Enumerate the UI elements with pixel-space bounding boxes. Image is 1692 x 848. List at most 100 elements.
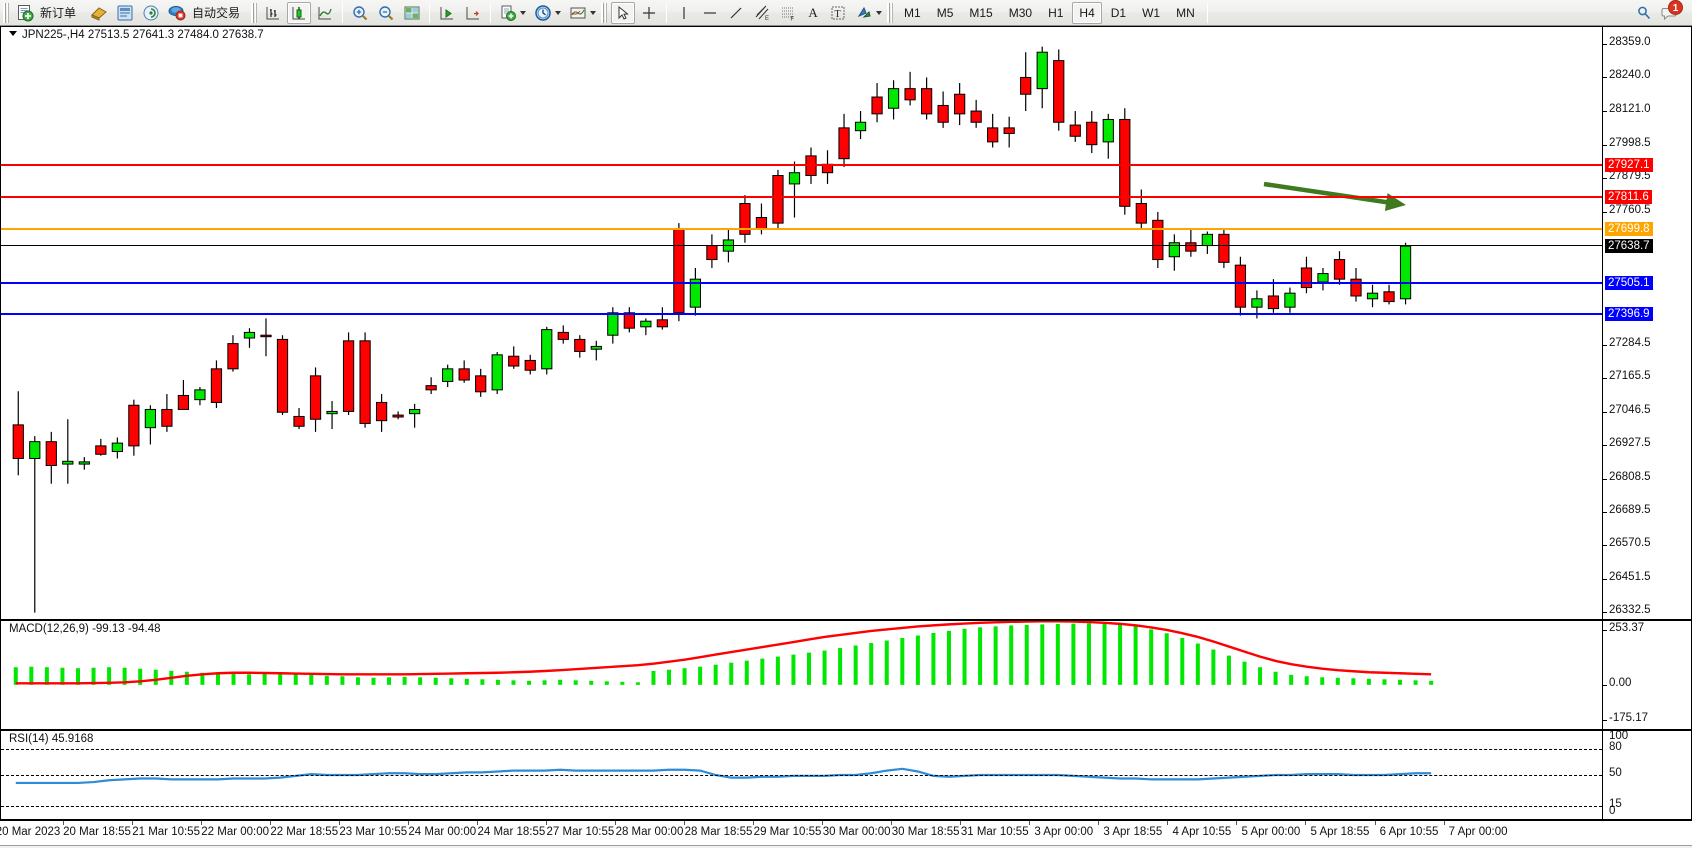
time-separator (1236, 821, 1238, 825)
time-label: 5 Apr 18:55 (1310, 826, 1370, 838)
timeframe-m30[interactable]: M30 (1002, 2, 1039, 24)
trendline-button[interactable] (724, 2, 748, 24)
new-chart-button[interactable] (496, 2, 529, 24)
level-tag-support[interactable]: 27396.9 (1605, 306, 1653, 321)
level-line-current-price[interactable] (1, 244, 1602, 246)
level-tag-pivot[interactable]: 27699.8 (1605, 221, 1653, 236)
chevron-down-icon-2[interactable] (555, 10, 562, 15)
level-tag-support[interactable]: 27505.1 (1605, 276, 1653, 291)
level-line-pivot[interactable] (1, 227, 1602, 230)
main-toolbar: 新订单 (0, 0, 1692, 26)
toolbar-grip[interactable] (3, 2, 9, 23)
new-order-button[interactable]: 新订单 (13, 2, 85, 24)
timeframe-m1-label: M1 (904, 5, 921, 20)
rsi-svg (15, 767, 1432, 785)
new-order-label: 新订单 (40, 5, 77, 20)
time-label: 24 Mar 00:00 (408, 826, 477, 838)
time-label: 23 Mar 10:55 (339, 826, 408, 838)
time-label: 3 Apr 00:00 (1034, 826, 1094, 838)
bar-chart-button[interactable] (261, 2, 285, 24)
toolbar-grip-3[interactable] (601, 2, 608, 23)
timeframe-mn-label: MN (1176, 5, 1195, 20)
text-label-button[interactable]: T (826, 2, 850, 24)
timeframe-h1-label: H1 (1048, 5, 1064, 20)
terminal-icon-button[interactable] (87, 2, 111, 24)
level-line-support[interactable] (1, 282, 1602, 285)
level-tag-resistance[interactable]: 27927.1 (1605, 158, 1653, 173)
arrows-button[interactable] (852, 2, 885, 24)
macd-plot[interactable] (2, 621, 1602, 729)
toolbar-separator-3 (490, 2, 492, 23)
fibonacci-button[interactable]: F (776, 2, 800, 24)
chevron-down-icon-symbol[interactable] (9, 31, 17, 36)
time-label: 20 Mar 2023 (0, 826, 61, 838)
toolbar-grip-2[interactable] (251, 2, 258, 23)
status-bar (0, 846, 1692, 848)
time-label: 3 Apr 18:55 (1103, 826, 1163, 838)
time-label: 22 Mar 00:00 (201, 826, 270, 838)
time-scale[interactable]: 20 Mar 2023 20 Mar 18:55 21 Mar 10:55 22 Ma… (0, 820, 1692, 846)
market-watch-button[interactable] (139, 2, 163, 24)
time-label: 20 Mar 18:55 (63, 826, 131, 838)
timeframe-mn[interactable]: MN (1169, 2, 1202, 24)
time-label: 31 Mar 10:55 (960, 826, 1029, 838)
level-tag-current-price[interactable]: 27638.7 (1605, 238, 1653, 253)
time-separator (200, 821, 202, 825)
macd-pane[interactable]: MACD(12,26,9) -99.13 -94.48 253.37 0.00 -1… (0, 620, 1692, 730)
price-scale[interactable]: 28359.0 28240.0 28121.0 27998.5 27879.5 27760… (1602, 27, 1691, 619)
price-pane[interactable]: JPN225-,H4 27513.5 27641.3 27484.0 27638… (0, 26, 1692, 620)
price-plot[interactable] (2, 27, 1602, 619)
chart-shift-button[interactable] (461, 2, 485, 24)
rsi-pane[interactable]: RSI(14) 45.9168 100 80 50 15 0 (0, 730, 1692, 820)
time-separator (960, 821, 962, 825)
toolbar-separator-1 (342, 2, 344, 23)
level-line-support[interactable] (1, 312, 1602, 315)
crosshair-button[interactable] (637, 2, 661, 24)
rsi-plot[interactable] (2, 731, 1602, 819)
level-tag-resistance[interactable]: 27811.6 (1605, 190, 1652, 205)
time-separator (545, 821, 547, 825)
period-button[interactable] (531, 2, 564, 24)
autotrading-button[interactable]: 自动交易 (165, 2, 249, 24)
vertical-line-button[interactable] (672, 2, 696, 24)
candlestick-chart-button[interactable] (287, 1, 312, 24)
horizontal-line-button[interactable] (698, 2, 722, 24)
timeframe-m5[interactable]: M5 (930, 2, 961, 24)
text-button[interactable]: A (808, 4, 818, 20)
zoom-out-button[interactable] (374, 2, 398, 24)
rsi-scale: 100 80 50 15 0 (1602, 731, 1691, 819)
timeframe-m1[interactable]: M1 (897, 2, 928, 24)
level-line-resistance[interactable] (1, 164, 1602, 167)
cursor-button[interactable] (611, 1, 636, 24)
chevron-down-icon-3[interactable] (590, 10, 597, 15)
time-separator (269, 821, 271, 825)
data-window-button[interactable] (113, 2, 137, 24)
level-line-resistance[interactable] (1, 196, 1602, 199)
auto-scroll-button[interactable] (435, 2, 459, 24)
templates-button[interactable] (566, 2, 599, 24)
equidistant-channel-button[interactable]: E (750, 2, 774, 24)
grid-view-button[interactable] (400, 2, 424, 24)
timeframe-h4[interactable]: H4 (1072, 1, 1102, 24)
time-separator (822, 821, 824, 825)
timeframe-m15-label: M15 (969, 5, 993, 20)
toolbar-spacer (1212, 3, 1631, 23)
toolbar-separator-4 (666, 2, 668, 23)
timeframe-m15[interactable]: M15 (962, 2, 999, 24)
svg-text:E: E (765, 16, 769, 22)
search-button[interactable] (1632, 2, 1656, 24)
chevron-down-icon-4[interactable] (876, 10, 883, 15)
zoom-in-button[interactable] (348, 2, 372, 24)
toolbar-grip-4[interactable] (887, 2, 894, 23)
time-separator (753, 821, 755, 825)
time-separator (1029, 821, 1031, 825)
line-chart-button[interactable] (313, 2, 337, 24)
chevron-down-icon[interactable] (520, 10, 527, 15)
timeframe-h1[interactable]: H1 (1041, 2, 1070, 24)
notifications-button[interactable]: 1 (1658, 0, 1683, 24)
timeframe-d1[interactable]: D1 (1104, 2, 1133, 24)
rsi-level-line (1, 805, 1602, 807)
notification-badge: 1 (1668, 0, 1683, 15)
chart-area[interactable]: JPN225-,H4 27513.5 27641.3 27484.0 27638… (0, 26, 1692, 848)
timeframe-w1[interactable]: W1 (1135, 2, 1167, 24)
